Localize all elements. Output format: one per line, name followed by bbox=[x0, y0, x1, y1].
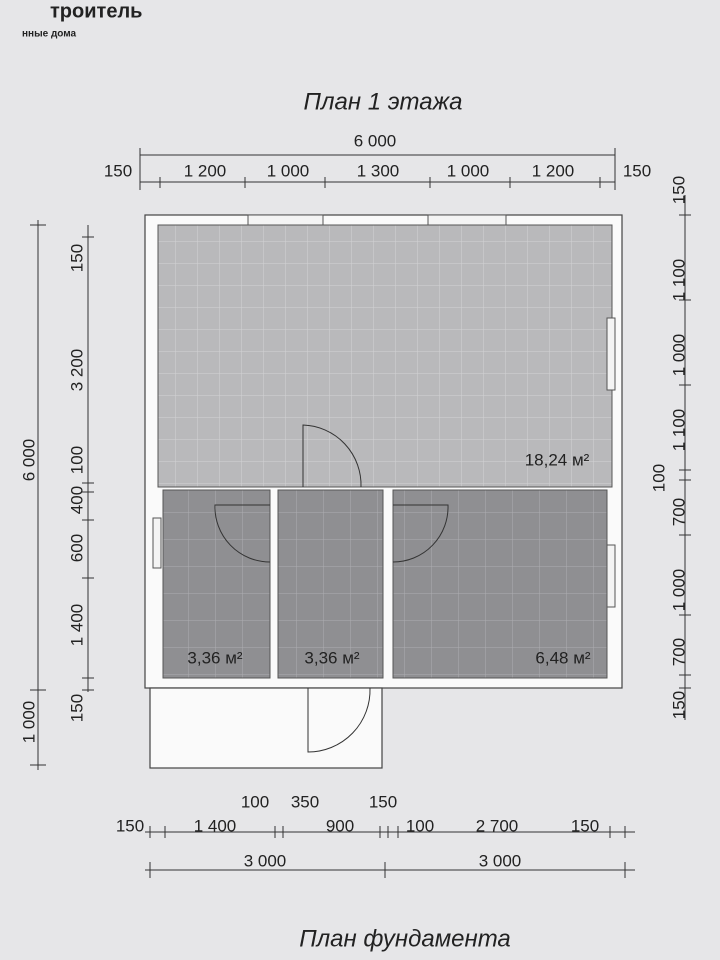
brand: троитель bbox=[50, 0, 142, 22]
dimension-label: 1 400 bbox=[194, 816, 237, 835]
dimension-label: 6 000 bbox=[19, 439, 38, 482]
dimension-label: 1 100 bbox=[669, 259, 688, 302]
dimension-label: 1 000 bbox=[19, 701, 38, 744]
title: План 1 этажа bbox=[304, 88, 463, 115]
dimension-label: 100 bbox=[241, 792, 269, 811]
dimension-label: 150 bbox=[669, 176, 688, 204]
dimension-label: 1 000 bbox=[669, 569, 688, 612]
dimension-label: 150 bbox=[623, 161, 651, 180]
dimension-label: 3 200 bbox=[67, 349, 86, 392]
dimension-label: 1 400 bbox=[67, 604, 86, 647]
dimension-label: 3 000 bbox=[244, 851, 287, 870]
dimension-label: 3 000 bbox=[479, 851, 522, 870]
dimension-label: 1 300 bbox=[357, 161, 400, 180]
dimension-label: 100 bbox=[649, 464, 668, 492]
dimension-label: 150 bbox=[369, 792, 397, 811]
dimension-label: 1 000 bbox=[669, 334, 688, 377]
dimension-label: 1 000 bbox=[267, 161, 310, 180]
dimension-label: 150 bbox=[67, 244, 86, 272]
room-area: 6,48 м² bbox=[535, 648, 590, 667]
tagline: нные дома bbox=[22, 29, 77, 40]
dimension-label: 2 700 bbox=[476, 816, 519, 835]
dimension-label: 400 bbox=[67, 486, 86, 514]
dimension-label: 100 bbox=[67, 446, 86, 474]
room-3 bbox=[392, 489, 608, 679]
room-2 bbox=[277, 489, 384, 679]
dimension-label: 1 000 bbox=[447, 161, 490, 180]
windows bbox=[152, 214, 616, 608]
dimension-label: 700 bbox=[669, 498, 688, 526]
dimension-label: 900 bbox=[326, 816, 354, 835]
dimension-label: 150 bbox=[669, 691, 688, 719]
dimension-label: 6 000 bbox=[354, 131, 397, 150]
dimension-label: 1 200 bbox=[184, 161, 227, 180]
dimension-label: 700 bbox=[669, 638, 688, 666]
dimension-label: 150 bbox=[67, 694, 86, 722]
dimension-label: 1 200 bbox=[532, 161, 575, 180]
dimension-label: 1 100 bbox=[669, 409, 688, 452]
room-main bbox=[157, 224, 613, 488]
dimension-label: 150 bbox=[571, 816, 599, 835]
room-area: 3,36 м² bbox=[304, 648, 359, 667]
veranda bbox=[149, 687, 383, 769]
doors bbox=[214, 424, 449, 753]
room-area: 18,24 м² bbox=[525, 450, 590, 469]
dimension-lines bbox=[30, 148, 691, 878]
dimension-label: 150 bbox=[116, 816, 144, 835]
room-area: 3,36 м² bbox=[187, 648, 242, 667]
footer-title: План фундамента bbox=[299, 925, 511, 952]
dimension-label: 600 bbox=[67, 534, 86, 562]
dimension-label: 100 bbox=[406, 816, 434, 835]
dimension-label: 350 bbox=[291, 792, 319, 811]
dimension-label: 150 bbox=[104, 161, 132, 180]
